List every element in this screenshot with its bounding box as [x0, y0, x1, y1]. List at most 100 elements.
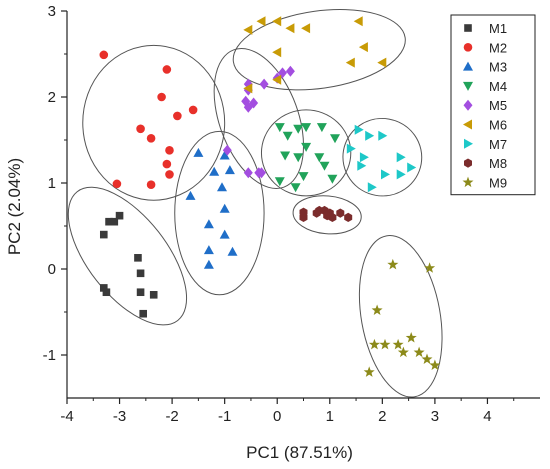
legend-label-m5: M5 [489, 98, 507, 113]
point-m6 [243, 24, 253, 35]
point-m4 [293, 153, 304, 163]
point-m4 [327, 174, 338, 184]
point-m9 [392, 338, 404, 350]
point-m6 [272, 74, 282, 85]
point-m1 [102, 288, 111, 297]
x-tick-label: 3 [431, 408, 439, 425]
point-m5 [259, 78, 269, 90]
point-m6 [243, 83, 253, 94]
point-m6 [256, 16, 266, 27]
point-m3 [219, 203, 230, 213]
point-m1 [99, 230, 108, 239]
point-m8 [323, 211, 332, 221]
point-m4 [330, 134, 340, 144]
point-m7 [367, 182, 377, 193]
point-m9 [363, 366, 375, 377]
point-m3 [217, 182, 227, 192]
point-m3 [193, 147, 204, 157]
point-m3 [219, 150, 230, 160]
point-m7 [396, 152, 406, 163]
series-m7 [346, 124, 417, 193]
point-m3 [185, 190, 196, 200]
ellipse-m5 [213, 47, 305, 190]
ellipse-m1 [67, 186, 188, 326]
legend-item-m5: M5 [463, 98, 507, 113]
legend-label-m6: M6 [489, 118, 507, 133]
legend-label-m1: M1 [489, 21, 507, 36]
point-m2 [136, 124, 145, 134]
series-m6 [243, 16, 387, 94]
point-m9 [371, 304, 383, 315]
x-tick-label: -2 [165, 408, 178, 425]
legend-label-m9: M9 [489, 175, 507, 190]
point-m6 [358, 42, 368, 53]
point-m2 [157, 92, 166, 102]
point-m3 [227, 246, 238, 256]
x-axis-title: PC1 (87.51%) [246, 443, 353, 462]
series-m2 [99, 50, 198, 190]
legend-item-m4: M4 [463, 79, 507, 94]
point-m9 [368, 338, 380, 350]
point-m7 [357, 160, 367, 171]
point-m5 [285, 65, 295, 77]
ellipse-m4 [260, 109, 352, 197]
point-m6 [377, 57, 387, 68]
confidence-ellipses [67, 9, 443, 398]
y-tick-label: 3 [48, 3, 56, 20]
legend-marker-m5 [463, 99, 473, 111]
ellipse-m2 [82, 44, 226, 201]
point-m9 [379, 338, 391, 350]
point-m2 [99, 50, 109, 60]
legend-item-m8: M8 [464, 156, 507, 171]
legend-label-m8: M8 [489, 156, 507, 171]
x-tick-label: -4 [60, 408, 73, 425]
y-axis-title: PC2 (2.04%) [5, 158, 24, 255]
legend-marker-m7 [464, 138, 473, 149]
point-m3 [219, 229, 230, 239]
legend-label-m7: M7 [489, 137, 507, 152]
point-m6 [301, 23, 311, 34]
point-m1 [136, 269, 145, 278]
point-m9 [397, 346, 409, 358]
x-tick-label: 2 [378, 408, 386, 425]
point-m2 [165, 170, 174, 179]
point-m8 [299, 212, 308, 222]
point-m8 [336, 208, 345, 218]
point-m4 [274, 177, 285, 187]
point-m1 [136, 288, 145, 297]
point-m5 [249, 97, 259, 109]
point-m1 [105, 217, 113, 226]
legend-marker-m6 [463, 119, 472, 130]
point-m1 [115, 211, 124, 220]
point-m2 [112, 179, 122, 189]
point-m9 [405, 332, 417, 343]
legend-marker-m9 [462, 176, 474, 188]
y-tick-label: -1 [43, 347, 56, 364]
point-m9 [429, 359, 441, 370]
point-m6 [353, 16, 363, 27]
point-m7 [407, 162, 417, 173]
point-m1 [139, 309, 148, 318]
x-tick-label: 0 [273, 408, 281, 425]
point-m7 [396, 169, 406, 180]
point-m1 [99, 284, 108, 292]
point-m4 [274, 123, 285, 133]
point-m1 [110, 217, 119, 226]
series-m9 [363, 258, 441, 377]
series-m5 [222, 65, 295, 179]
point-m6 [345, 57, 355, 68]
point-m3 [203, 219, 214, 229]
point-m4 [290, 183, 301, 193]
legend-item-m9: M9 [462, 175, 507, 190]
point-m5 [243, 167, 253, 179]
point-m7 [346, 143, 356, 154]
point-m7 [359, 152, 369, 163]
ellipse-m8 [292, 195, 362, 235]
point-m4 [301, 142, 312, 152]
point-m4 [282, 131, 293, 141]
legend: M1 M2 M3 M4 M5 M6 M7 M8 M9 [450, 14, 536, 196]
y-tick-label: 0 [48, 261, 56, 278]
series-m1 [99, 211, 158, 318]
point-m1 [134, 254, 142, 262]
legend-item-m3: M3 [463, 60, 507, 75]
